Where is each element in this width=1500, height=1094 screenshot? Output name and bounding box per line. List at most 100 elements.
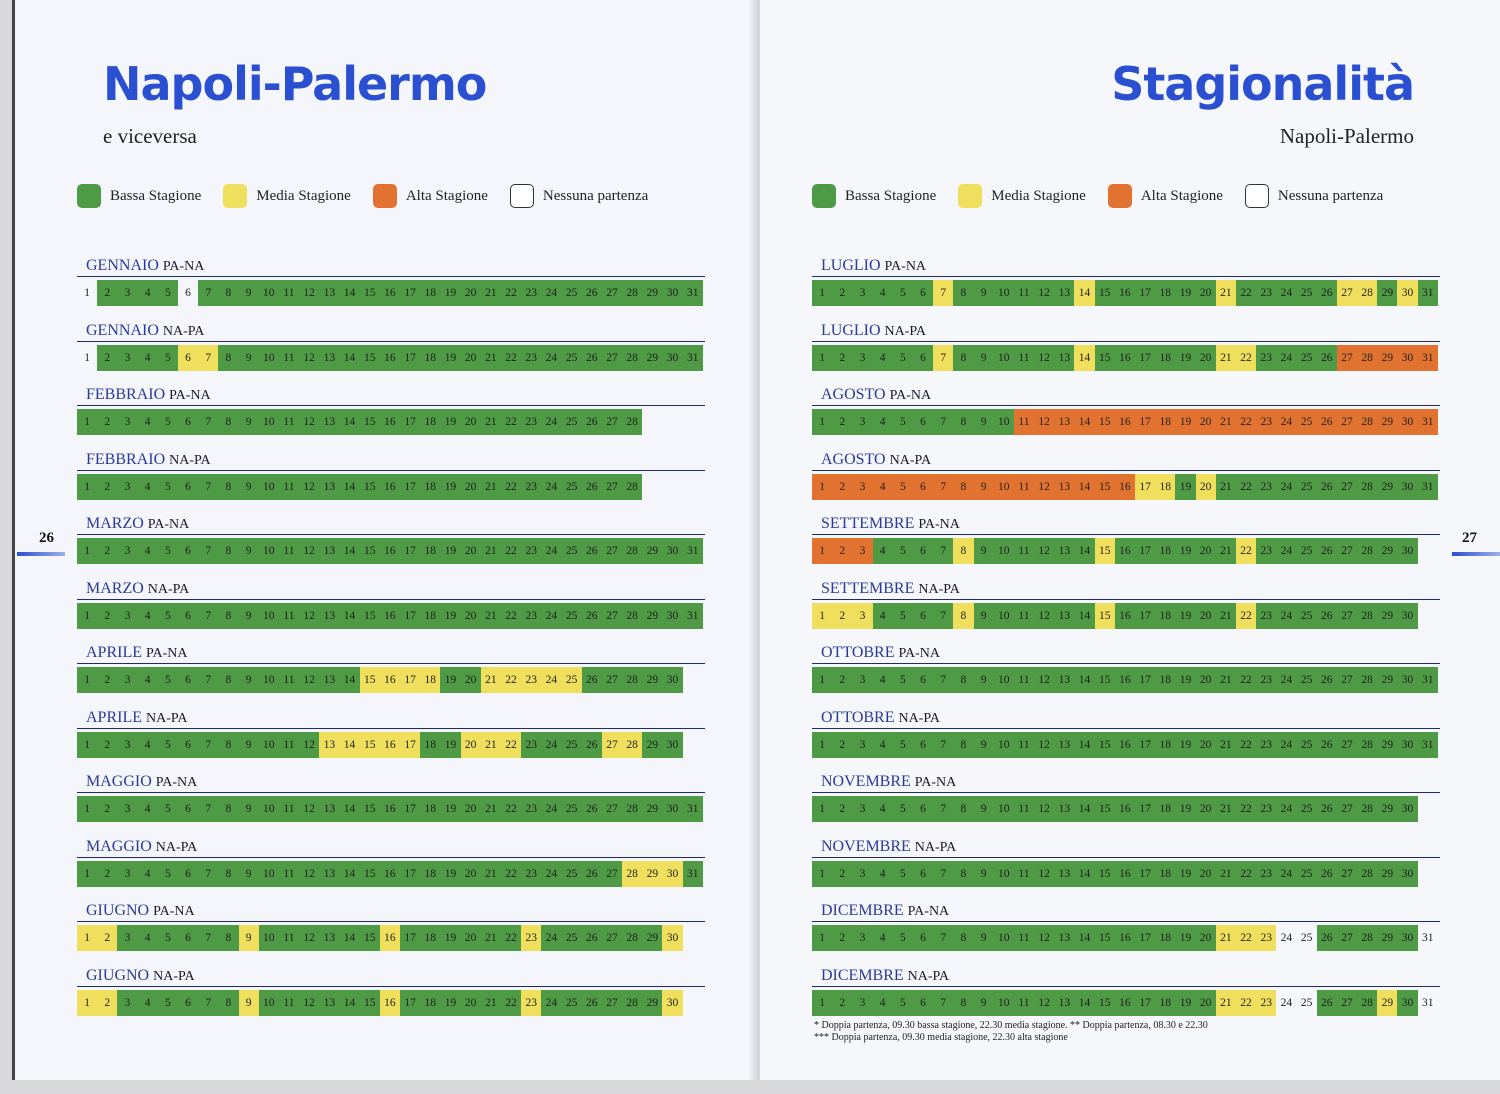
day-cell: 1 bbox=[77, 602, 98, 629]
day-cell: 1 bbox=[812, 409, 833, 435]
legend-item: Media Stagione bbox=[958, 184, 1086, 208]
month-calendar: LUGLIO PA-NA 1 2 3 4 5 6 7 8 9 10 11 12 13 14 15 16 17 18 19… bbox=[812, 256, 1440, 321]
day-cell: 18 bbox=[1155, 409, 1176, 435]
day-cell: 28 bbox=[1357, 731, 1378, 758]
day-cell: 19 bbox=[440, 925, 461, 951]
day-cell: 3 bbox=[852, 602, 873, 629]
day-cell: 17 bbox=[400, 602, 421, 629]
day-cell: 12 bbox=[299, 280, 320, 306]
day-cell: 1 bbox=[84, 287, 90, 299]
right-page: Stagionalità Napoli-Palermo Bassa Stagio… bbox=[760, 0, 1500, 1080]
day-cell: 19 bbox=[1175, 409, 1196, 435]
day-cell: 25 bbox=[1300, 996, 1313, 1009]
day-cell: 10 bbox=[258, 925, 279, 951]
day-cell: 26 bbox=[1316, 731, 1337, 758]
day-cell: 5 bbox=[157, 989, 178, 1016]
month-header: FEBBRAIO PA-NA bbox=[77, 385, 705, 406]
month-label: APRILE PA-NA bbox=[86, 644, 188, 663]
day-cell: 30 bbox=[662, 796, 683, 822]
day-cell: 30 bbox=[1397, 344, 1418, 371]
day-cell: 8 bbox=[218, 731, 239, 758]
day-cell: 14 bbox=[339, 538, 360, 564]
day-cell: 21 bbox=[1215, 667, 1236, 693]
day-cell: 7 bbox=[933, 602, 954, 629]
day-cell: 15 bbox=[1094, 731, 1115, 758]
day-strip: 1 2 3 4 5 6 7 8 9 10 11 12 13 14 15 16 17 18 19 20 21 22 23 24 2… bbox=[812, 344, 1440, 371]
day-cell: 6 bbox=[912, 473, 934, 500]
day-cell: 29 bbox=[1377, 280, 1398, 306]
day-cell: 14 bbox=[339, 989, 360, 1016]
day-cell: 21 bbox=[1215, 731, 1236, 758]
day-cell: 14 bbox=[1074, 925, 1095, 951]
day-cell: 4 bbox=[872, 860, 893, 887]
day-strip: 1 2 3 4 5 6 7 8 9 10 11 12 13 14 15 16 17 18 19 20 21 22 23 24 2… bbox=[77, 860, 705, 887]
day-cell: 26 bbox=[1316, 344, 1337, 371]
day-cell: 12 bbox=[299, 731, 320, 758]
day-strip: 1 2 3 4 5 6 7 8 9 10 11 12 13 14 15 16 17 18 19 20 21 22 23 24 2… bbox=[77, 409, 705, 435]
day-strip: 1 2 3 4 5 6 7 8 9 10 11 12 13 14 15 16 17 18 19 20 21 22 23 24 2… bbox=[812, 473, 1440, 500]
route-direction: NA-PA bbox=[162, 323, 205, 339]
day-cell: 29 bbox=[642, 280, 663, 306]
day-cell: 24 bbox=[541, 409, 562, 435]
day-cell: 15 bbox=[1094, 538, 1115, 564]
day-cell: 22 bbox=[500, 796, 522, 822]
month-calendar: DICEMBRE PA-NA 1 2 3 4 5 6 7 8 9 10 11 12 13 14 15 16 17 18… bbox=[812, 901, 1440, 966]
day-cell: 2 bbox=[97, 667, 118, 693]
day-cell: 24 bbox=[1276, 667, 1297, 693]
month-header: LUGLIO NA-PA bbox=[812, 321, 1440, 342]
day-cell: 12 bbox=[1034, 344, 1055, 371]
day-cell: 1 bbox=[77, 796, 98, 822]
day-cell: 9 bbox=[238, 796, 259, 822]
day-cell: 7 bbox=[198, 667, 219, 693]
day-strip: 1 2 3 4 5 6 7 8 9 10 11 12 13 14 15 16 17 18 19 20 21 22 23 24 2… bbox=[812, 925, 1440, 951]
day-cell: 19 bbox=[440, 667, 461, 693]
month-name: MARZO bbox=[86, 579, 144, 597]
day-cell: 2 bbox=[97, 344, 118, 371]
day-cell: 17 bbox=[1135, 796, 1156, 822]
day-cell: 11 bbox=[278, 925, 300, 951]
day-cell: 26 bbox=[1316, 989, 1337, 1016]
day-cell: 6 bbox=[912, 731, 934, 758]
month-header: FEBBRAIO NA-PA bbox=[77, 450, 705, 471]
day-cell: 22 bbox=[500, 925, 522, 951]
day-cell: 12 bbox=[299, 538, 320, 564]
day-cell: 24 bbox=[1276, 344, 1297, 371]
day-strip: 1 2 3 4 5 6 7 8 9 10 11 12 13 14 15 16 17 18 19 20 21 22 23 24 2… bbox=[77, 602, 705, 629]
day-cell: 27 bbox=[1336, 731, 1358, 758]
day-cell: 9 bbox=[973, 796, 994, 822]
day-cell: 31 bbox=[1417, 667, 1438, 693]
day-cell: 4 bbox=[872, 796, 893, 822]
day-cell: 13 bbox=[1054, 796, 1075, 822]
day-cell: 27 bbox=[601, 925, 623, 951]
day-cell: 28 bbox=[1357, 473, 1378, 500]
day-cell: 2 bbox=[97, 409, 118, 435]
day-cell: 26 bbox=[581, 731, 602, 758]
month-label: NOVEMBRE NA-PA bbox=[821, 838, 956, 857]
day-cell: 31 bbox=[1417, 280, 1438, 306]
day-cell: 8 bbox=[218, 344, 239, 371]
day-cell: 18 bbox=[1155, 667, 1176, 693]
legend-swatch bbox=[1244, 184, 1269, 208]
day-cell: 20 bbox=[460, 473, 481, 500]
day-cell: 30 bbox=[1397, 860, 1418, 887]
day-cell: 13 bbox=[1054, 989, 1075, 1016]
month-header: MARZO PA-NA bbox=[77, 514, 705, 535]
day-cell: 20 bbox=[1195, 925, 1216, 951]
day-cell: 15 bbox=[1094, 925, 1115, 951]
day-strip: 1 2 3 4 5 6 7 8 9 10 11 12 13 14 15 16 17 18 19 20 21 22 23 24 2… bbox=[77, 731, 705, 758]
legend-swatch bbox=[77, 184, 101, 208]
day-cell: 21 bbox=[480, 796, 501, 822]
day-cell: 31 bbox=[682, 538, 703, 564]
day-cell: 5 bbox=[892, 409, 913, 435]
day-cell: 17 bbox=[400, 409, 421, 435]
month-name: FEBBRAIO bbox=[86, 450, 166, 468]
day-cell: 22 bbox=[1235, 860, 1257, 887]
day-cell: 13 bbox=[1054, 473, 1075, 500]
day-cell: 17 bbox=[1135, 409, 1156, 435]
day-cell: 14 bbox=[339, 731, 360, 758]
day-cell: 24 bbox=[541, 989, 562, 1016]
day-cell: 3 bbox=[117, 860, 138, 887]
day-cell: 6 bbox=[912, 409, 934, 435]
day-cell: 1 bbox=[812, 989, 833, 1016]
day-cell: 21 bbox=[1215, 280, 1236, 306]
